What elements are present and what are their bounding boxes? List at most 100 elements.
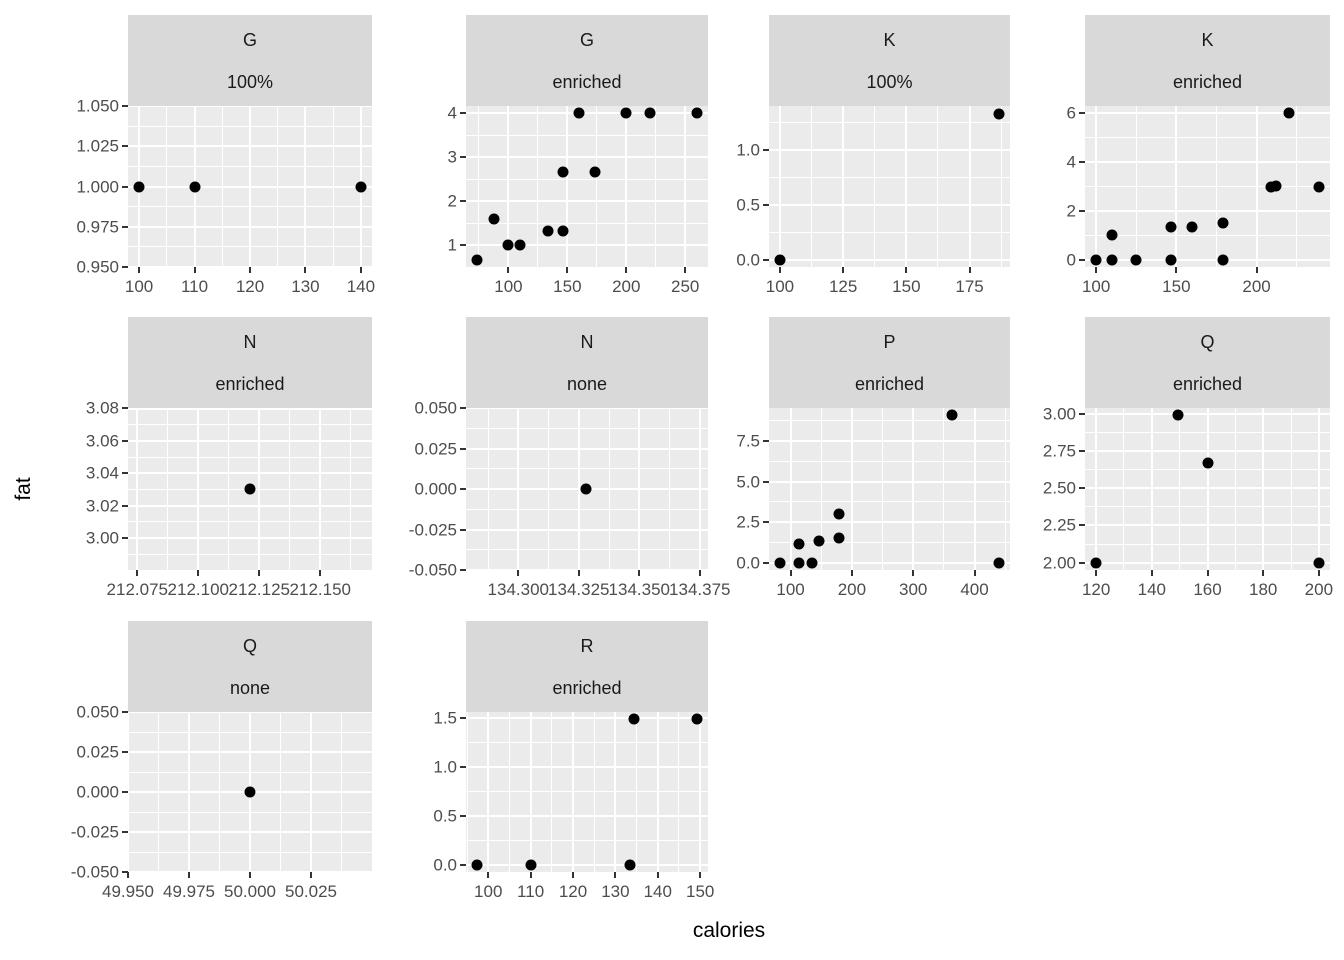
y-tick-mark bbox=[763, 480, 769, 483]
gridline-major-y bbox=[769, 440, 1010, 443]
gridline-major-x bbox=[699, 712, 702, 872]
gridline-minor-y bbox=[769, 420, 1010, 422]
gridline-major-y bbox=[769, 203, 1010, 206]
y-tick-label: 3.00 bbox=[1042, 404, 1076, 424]
gridline-minor-x bbox=[811, 106, 813, 267]
y-tick-mark bbox=[122, 266, 128, 268]
gridline-major-y bbox=[769, 561, 1010, 564]
gridline-minor-y bbox=[1085, 137, 1330, 139]
gridline-minor-y bbox=[466, 791, 708, 792]
data-point bbox=[1186, 221, 1198, 233]
gridline-major-y bbox=[128, 145, 372, 148]
x-tick-label: 134.350 bbox=[608, 580, 670, 599]
gridline-major-y bbox=[128, 106, 372, 107]
y-tick-label: 2.00 bbox=[1042, 553, 1076, 573]
gridline-major-x bbox=[614, 712, 617, 872]
data-point bbox=[833, 532, 845, 544]
strip-label-line1: R bbox=[580, 636, 594, 656]
gridline-minor-x bbox=[1000, 106, 1002, 267]
strip-label-line2: enriched bbox=[854, 374, 925, 394]
strip-label-line2: enriched bbox=[215, 374, 285, 394]
x-tick-label: 200 bbox=[1242, 277, 1271, 296]
data-point bbox=[502, 239, 514, 251]
x-axis-title: calories bbox=[692, 919, 766, 942]
gridline-major-x bbox=[1175, 106, 1178, 267]
gridline-major-y bbox=[466, 200, 708, 203]
y-tick-label: 1.5 bbox=[433, 708, 457, 728]
gridline-major-y bbox=[466, 814, 708, 817]
gridline-major-x bbox=[487, 712, 490, 872]
x-tick-label: 130 bbox=[601, 882, 630, 901]
y-tick-label: 0.975 bbox=[76, 217, 119, 237]
x-tick-mark bbox=[517, 570, 520, 576]
y-tick-mark bbox=[763, 440, 769, 443]
data-point bbox=[1283, 107, 1295, 119]
gridline-major-x bbox=[905, 106, 908, 267]
y-tick-label: 3.02 bbox=[85, 496, 119, 516]
strip-label-line2: none bbox=[229, 678, 271, 698]
gridline-major-y bbox=[1085, 524, 1330, 527]
data-point bbox=[488, 213, 500, 225]
gridline-minor-y bbox=[1085, 234, 1330, 236]
x-tick-mark bbox=[304, 267, 307, 273]
x-tick-mark bbox=[197, 570, 200, 576]
x-tick-mark bbox=[698, 570, 701, 576]
gridline-major-x bbox=[850, 408, 853, 570]
gridline-minor-y bbox=[128, 553, 372, 555]
y-tick-mark bbox=[460, 200, 466, 203]
y-tick-mark bbox=[1079, 561, 1085, 564]
x-tick-label: 200 bbox=[837, 580, 867, 599]
data-point bbox=[1090, 254, 1102, 266]
y-tick-mark bbox=[122, 185, 128, 188]
y-tick-label: 3.06 bbox=[85, 431, 119, 451]
x-tick-mark bbox=[968, 267, 971, 273]
y-tick-label: 0.025 bbox=[414, 439, 457, 458]
gridline-major-y bbox=[128, 185, 372, 188]
gridline-minor-y bbox=[466, 222, 708, 224]
x-tick-mark bbox=[905, 267, 908, 273]
y-tick-label: 3.04 bbox=[85, 463, 119, 483]
data-point bbox=[1090, 557, 1102, 569]
data-point bbox=[1217, 254, 1229, 266]
x-tick-mark bbox=[842, 267, 845, 273]
y-tick-mark bbox=[122, 145, 128, 148]
gridline-major-x bbox=[973, 408, 976, 570]
strip-label-line2: 100% bbox=[226, 72, 274, 92]
data-point bbox=[244, 483, 255, 495]
x-tick-label: 212.125 bbox=[228, 580, 290, 599]
y-tick-mark bbox=[1079, 112, 1085, 115]
gridline-major-x bbox=[507, 106, 510, 267]
x-tick-label: 100 bbox=[124, 277, 154, 296]
data-point bbox=[624, 859, 636, 871]
gridline-minor-y bbox=[466, 508, 708, 510]
gridline-major-y bbox=[128, 504, 372, 507]
y-tick-label: -0.050 bbox=[70, 862, 119, 882]
data-point bbox=[620, 107, 632, 119]
data-point bbox=[774, 557, 786, 569]
y-tick-mark bbox=[1079, 524, 1085, 527]
y-tick-mark bbox=[460, 766, 466, 769]
gridline-minor-y bbox=[769, 501, 1010, 503]
x-tick-label: 100 bbox=[776, 580, 805, 599]
x-tick-label: 300 bbox=[899, 580, 928, 599]
facet-panel bbox=[1085, 408, 1330, 570]
y-tick-mark bbox=[1079, 209, 1085, 212]
gridline-minor-y bbox=[1085, 186, 1330, 187]
x-tick-label: 50.025 bbox=[285, 882, 337, 901]
x-tick-label: 134.325 bbox=[548, 580, 610, 599]
gridline-minor-x bbox=[593, 712, 595, 872]
gridline-major-x bbox=[197, 408, 200, 570]
gridline-minor-y bbox=[466, 839, 708, 841]
gridline-major-x bbox=[566, 106, 569, 267]
y-tick-mark bbox=[1079, 161, 1085, 164]
x-tick-label: 160 bbox=[1193, 580, 1222, 599]
gridline-major-x bbox=[656, 712, 659, 872]
data-point bbox=[1106, 229, 1118, 241]
data-point bbox=[1202, 457, 1213, 469]
gridline-major-y bbox=[466, 447, 708, 450]
facet-panel bbox=[466, 408, 708, 570]
x-tick-mark bbox=[1255, 267, 1258, 273]
data-point bbox=[1313, 181, 1325, 193]
